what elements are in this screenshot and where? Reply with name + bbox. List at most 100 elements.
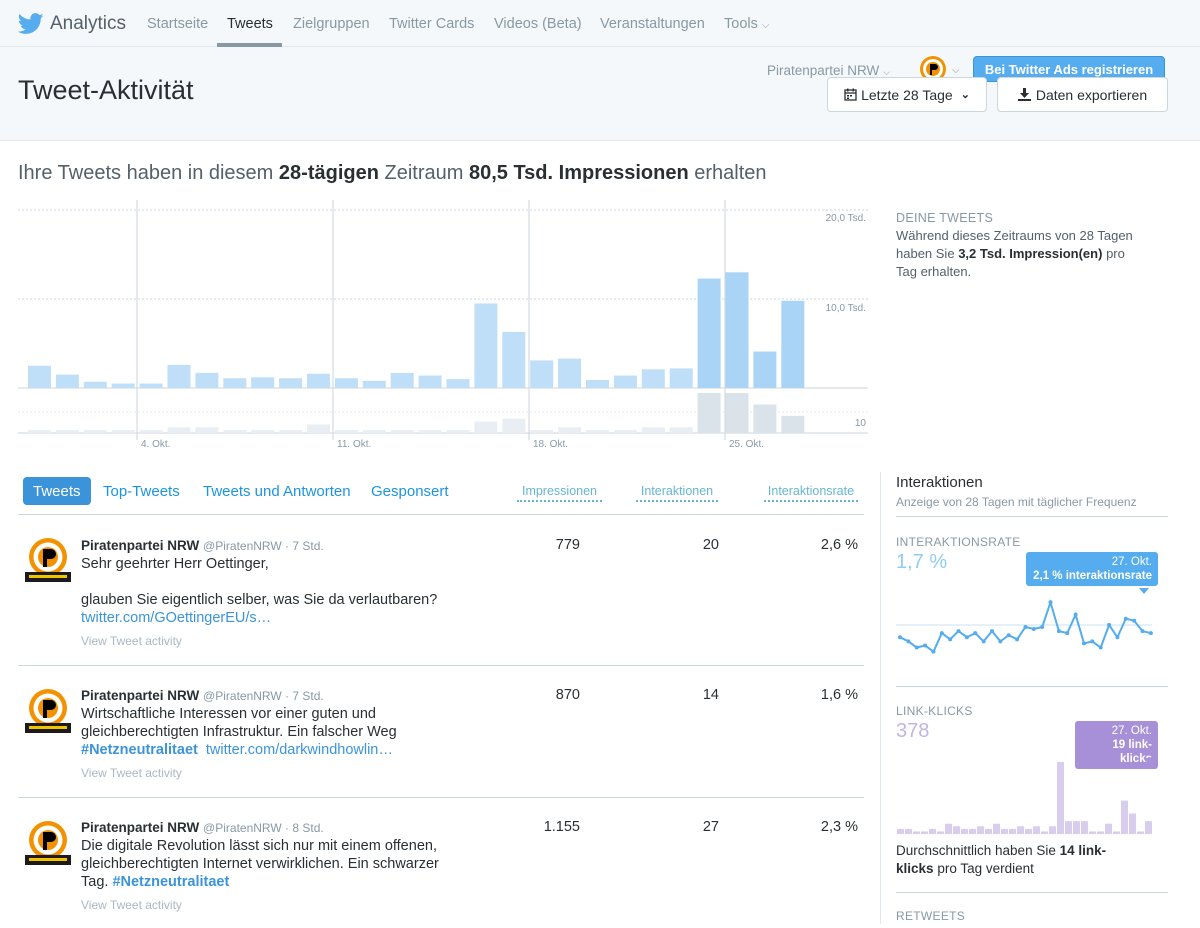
tweet-row[interactable]: Piratenpartei NRW @PiratenNRW · 7 Std. W… xyxy=(18,666,864,798)
link-text-value: 14 link- xyxy=(1059,843,1107,858)
impressions-bar xyxy=(474,303,498,388)
secondary-bar xyxy=(641,427,665,433)
impressions-bar xyxy=(362,380,386,388)
secondary-bar xyxy=(83,430,107,433)
account-avatar[interactable] xyxy=(917,55,949,85)
secondary-bar xyxy=(530,430,554,433)
nav-twitter-cards[interactable]: Twitter Cards xyxy=(389,16,475,32)
tweet-hashtag[interactable]: #Netzneutralitaet xyxy=(81,742,198,758)
tweet-author[interactable]: Piratenpartei NRW @PiratenNRW · 8 Std. xyxy=(81,820,324,835)
impressions-bar xyxy=(195,372,219,388)
x-tick-label: 11. Okt. xyxy=(337,439,371,450)
link-clicks-chart xyxy=(897,758,1154,834)
tweet-interactions: 27 xyxy=(702,819,719,835)
link-text-value-2: klicks xyxy=(896,861,934,876)
rate-label: INTERAKTIONSRATE xyxy=(896,535,1021,549)
secondary-bar xyxy=(139,430,163,433)
rate-point xyxy=(973,631,978,636)
date-range-button[interactable]: Letzte 28 Tage ⌄ xyxy=(827,77,987,112)
link-divider xyxy=(896,892,1168,893)
link-click-bar xyxy=(897,828,904,834)
tweet-author-name: Piratenpartei NRW xyxy=(81,688,200,703)
rate-point xyxy=(1073,612,1078,617)
view-tweet-activity-link[interactable]: View Tweet activity xyxy=(81,766,182,780)
secondary-bar xyxy=(167,427,191,433)
export-button[interactable]: Daten exportieren xyxy=(997,77,1168,112)
rate-point xyxy=(931,649,936,654)
link-click-bar xyxy=(1025,828,1032,834)
link-click-bar xyxy=(1017,826,1024,834)
column-impressions[interactable]: Impressionen xyxy=(517,484,602,502)
tweet-row[interactable]: Piratenpartei NRW @PiratenNRW · 8 Std. D… xyxy=(18,798,864,928)
secondary-bar xyxy=(558,427,582,433)
link-click-bar xyxy=(977,826,984,834)
tweet-text-line: Die digitale Revolution lässt sich nur m… xyxy=(81,838,437,854)
tweet-row[interactable]: Piratenpartei NRW @PiratenNRW · 7 Std. S… xyxy=(18,515,864,666)
tweet-handle: @PiratenNRW · 8 Std. xyxy=(203,821,324,835)
deine-tweets-line1: Während dieses Zeitraums von 28 Tagen xyxy=(896,228,1133,243)
chevron-down-icon: ⌵ xyxy=(761,20,770,31)
link-click-bar xyxy=(1009,828,1016,834)
link-click-bar xyxy=(1129,813,1136,834)
impressions-bar xyxy=(251,377,275,388)
nav-zielgruppen[interactable]: Zielgruppen xyxy=(293,16,370,32)
tweet-text-line xyxy=(81,573,471,591)
summary-prefix: Ihre Tweets haben in diesem xyxy=(18,162,274,184)
rate-point xyxy=(964,635,969,640)
deine-tweets-line3: Tag erhalten. xyxy=(896,264,972,279)
brand[interactable]: Analytics xyxy=(18,10,126,38)
tweet-text: Wirtschaftliche Interessen vor einer gut… xyxy=(81,705,471,759)
rate-tooltip-date: 27. Okt. xyxy=(1111,556,1152,568)
link-click-bar xyxy=(1033,826,1040,834)
rate-sparkline xyxy=(896,588,1153,654)
impressions-bar xyxy=(725,272,749,388)
tab-gesponsert[interactable]: Gesponsert xyxy=(371,482,449,500)
nav-startseite[interactable]: Startseite xyxy=(147,16,209,32)
tweet-link[interactable]: twitter.com/GOettingerEU/s… xyxy=(81,610,272,626)
impressions-bar xyxy=(781,300,805,388)
nav-veranstaltungen[interactable]: Veranstaltungen xyxy=(600,16,705,32)
secondary-bar xyxy=(195,427,219,433)
tab-tweets[interactable]: Tweets xyxy=(23,477,91,505)
deine-tweets-value: 3,2 Tsd. Impression(en) xyxy=(958,246,1103,261)
nav-tools[interactable]: Tools ⌵ xyxy=(724,16,769,32)
chevron-down-icon[interactable]: ⌵ xyxy=(952,65,960,76)
tab-top-tweets[interactable]: Top-Tweets xyxy=(103,482,180,500)
top-nav: Analytics Startseite Tweets Zielgruppen … xyxy=(0,0,1200,47)
nav-videos[interactable]: Videos (Beta) xyxy=(494,16,582,32)
tweet-hashtag[interactable]: #Netzneutralitaet xyxy=(112,874,230,890)
impressions-bar xyxy=(641,369,665,388)
rate-point xyxy=(1023,624,1028,629)
link-click-bar xyxy=(1057,762,1064,834)
avatar xyxy=(25,689,71,733)
rate-point xyxy=(1148,631,1153,636)
tweet-author[interactable]: Piratenpartei NRW @PiratenNRW · 7 Std. xyxy=(81,538,324,553)
tweet-text: Die digitale Revolution lässt sich nur m… xyxy=(81,837,471,891)
brand-label: Analytics xyxy=(50,13,127,34)
impressions-bar xyxy=(28,365,51,388)
rate-point xyxy=(1107,622,1112,627)
sidebar-divider xyxy=(880,472,881,924)
secondary-bar xyxy=(474,421,498,433)
account-switcher[interactable]: Piratenpartei NRW ⌵ xyxy=(767,63,890,78)
avatar xyxy=(25,538,71,582)
impressions-bar xyxy=(111,383,135,388)
view-tweet-activity-link[interactable]: View Tweet activity xyxy=(81,898,182,912)
tab-tweets-und-antworten[interactable]: Tweets und Antworten xyxy=(203,482,351,500)
tweet-link[interactable]: twitter.com/darkwindhowlin… xyxy=(205,742,393,758)
secondary-bar xyxy=(669,427,693,433)
tooltip-pointer xyxy=(1139,588,1149,594)
link-click-bar xyxy=(1105,823,1112,834)
tweet-author[interactable]: Piratenpartei NRW @PiratenNRW · 7 Std. xyxy=(81,688,324,703)
column-interactions[interactable]: Interaktionen xyxy=(636,484,718,502)
rate-point xyxy=(1056,629,1061,634)
impressions-bar xyxy=(530,360,554,388)
link-clicks-value: 378 xyxy=(896,720,930,742)
link-click-bar xyxy=(929,828,936,834)
column-rate[interactable]: Interaktionsrate xyxy=(764,484,858,502)
view-tweet-activity-link[interactable]: View Tweet activity xyxy=(81,634,182,648)
link-click-bar xyxy=(945,823,952,834)
rate-point xyxy=(1098,645,1103,650)
nav-tweets[interactable]: Tweets xyxy=(227,16,273,32)
link-click-bar xyxy=(921,831,928,834)
